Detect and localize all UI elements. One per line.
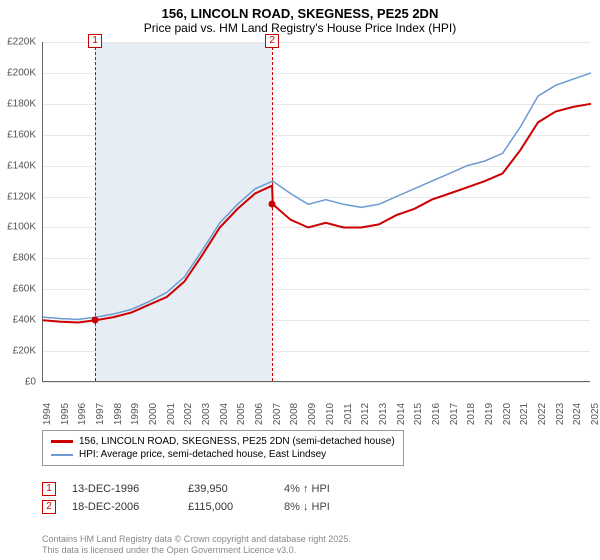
y-tick-label: £80K (13, 253, 36, 264)
x-tick-label: 2005 (236, 403, 247, 425)
marker-line (95, 42, 96, 381)
footer-line1: Contains HM Land Registry data © Crown c… (42, 534, 351, 545)
legend-row: HPI: Average price, semi-detached house,… (51, 448, 395, 461)
legend-swatch (51, 454, 73, 456)
marker-line (272, 42, 273, 381)
x-tick-label: 2008 (289, 403, 300, 425)
transaction-date: 18-DEC-2006 (72, 501, 172, 513)
transaction-trend: 8% ↓ HPI (284, 501, 384, 513)
x-tick-label: 2011 (343, 403, 354, 425)
x-tick-label: 1999 (130, 403, 141, 425)
x-tick-label: 2019 (484, 403, 495, 425)
x-tick-label: 1998 (113, 403, 124, 425)
y-tick-label: £120K (7, 191, 36, 202)
y-tick-label: £0 (25, 377, 36, 388)
x-tick-label: 2009 (307, 403, 318, 425)
x-tick-label: 2016 (431, 403, 442, 425)
legend-swatch (51, 440, 73, 443)
chart-area: 12 (42, 42, 590, 400)
legend-row: 156, LINCOLN ROAD, SKEGNESS, PE25 2DN (s… (51, 435, 395, 448)
footer-line2: This data is licensed under the Open Gov… (42, 545, 351, 556)
y-tick-label: £100K (7, 222, 36, 233)
marker-box: 1 (88, 34, 102, 48)
x-tick-label: 2017 (449, 403, 460, 425)
x-tick-label: 2020 (502, 403, 513, 425)
x-tick-label: 2002 (183, 403, 194, 425)
x-tick-label: 2001 (166, 403, 177, 425)
legend-label: 156, LINCOLN ROAD, SKEGNESS, PE25 2DN (s… (79, 436, 395, 447)
x-tick-label: 2006 (254, 403, 265, 425)
series-line (43, 73, 591, 320)
y-tick-label: £160K (7, 129, 36, 140)
y-axis: £0£20K£40K£60K£80K£100K£120K£140K£160K£1… (0, 42, 40, 382)
x-tick-label: 2022 (537, 403, 548, 425)
x-tick-label: 2023 (555, 403, 566, 425)
y-tick-label: £140K (7, 160, 36, 171)
x-tick-label: 1995 (60, 403, 71, 425)
marker-box: 2 (265, 34, 279, 48)
x-tick-label: 1994 (42, 403, 53, 425)
transaction-row: 1 13-DEC-1996 £39,950 4% ↑ HPI (42, 480, 384, 498)
marker-dot (92, 317, 99, 324)
x-tick-label: 2014 (396, 403, 407, 425)
x-axis: 1994 1995 1996 1997 1998 1999 2000 2001 2002 2003… (42, 384, 590, 424)
x-tick-label: 1997 (95, 403, 106, 425)
transaction-marker: 2 (42, 500, 56, 514)
legend-label: HPI: Average price, semi-detached house,… (79, 449, 326, 460)
marker-dot (269, 201, 276, 208)
y-tick-label: £200K (7, 67, 36, 78)
y-tick-label: £20K (13, 346, 36, 357)
x-tick-label: 2012 (360, 403, 371, 425)
gridline (43, 382, 590, 383)
legend: 156, LINCOLN ROAD, SKEGNESS, PE25 2DN (s… (42, 430, 404, 466)
title-subtitle: Price paid vs. HM Land Registry's House … (0, 21, 600, 35)
x-tick-label: 2024 (572, 403, 583, 425)
series-line (43, 104, 591, 323)
x-tick-label: 2010 (325, 403, 336, 425)
transaction-price: £39,950 (188, 483, 268, 495)
transaction-marker: 1 (42, 482, 56, 496)
x-tick-label: 2025 (590, 403, 600, 425)
plot: 12 (42, 42, 590, 382)
y-tick-label: £180K (7, 98, 36, 109)
transaction-price: £115,000 (188, 501, 268, 513)
chart-container: 156, LINCOLN ROAD, SKEGNESS, PE25 2DN Pr… (0, 0, 600, 560)
x-tick-label: 2003 (201, 403, 212, 425)
transactions-table: 1 13-DEC-1996 £39,950 4% ↑ HPI 2 18-DEC-2006 £… (42, 480, 384, 516)
y-tick-label: £60K (13, 284, 36, 295)
transaction-trend: 4% ↑ HPI (284, 483, 384, 495)
x-tick-label: 2013 (378, 403, 389, 425)
x-tick-label: 2018 (466, 403, 477, 425)
transaction-row: 2 18-DEC-2006 £115,000 8% ↓ HPI (42, 498, 384, 516)
x-tick-label: 1996 (77, 403, 88, 425)
footer: Contains HM Land Registry data © Crown c… (42, 534, 351, 556)
title-address: 156, LINCOLN ROAD, SKEGNESS, PE25 2DN (0, 6, 600, 21)
chart-svg (43, 42, 590, 381)
y-tick-label: £40K (13, 315, 36, 326)
x-tick-label: 2021 (519, 403, 530, 425)
x-tick-label: 2015 (413, 403, 424, 425)
x-tick-label: 2004 (219, 403, 230, 425)
y-tick-label: £220K (7, 37, 36, 48)
x-tick-label: 2000 (148, 403, 159, 425)
x-tick-label: 2007 (272, 403, 283, 425)
transaction-date: 13-DEC-1996 (72, 483, 172, 495)
